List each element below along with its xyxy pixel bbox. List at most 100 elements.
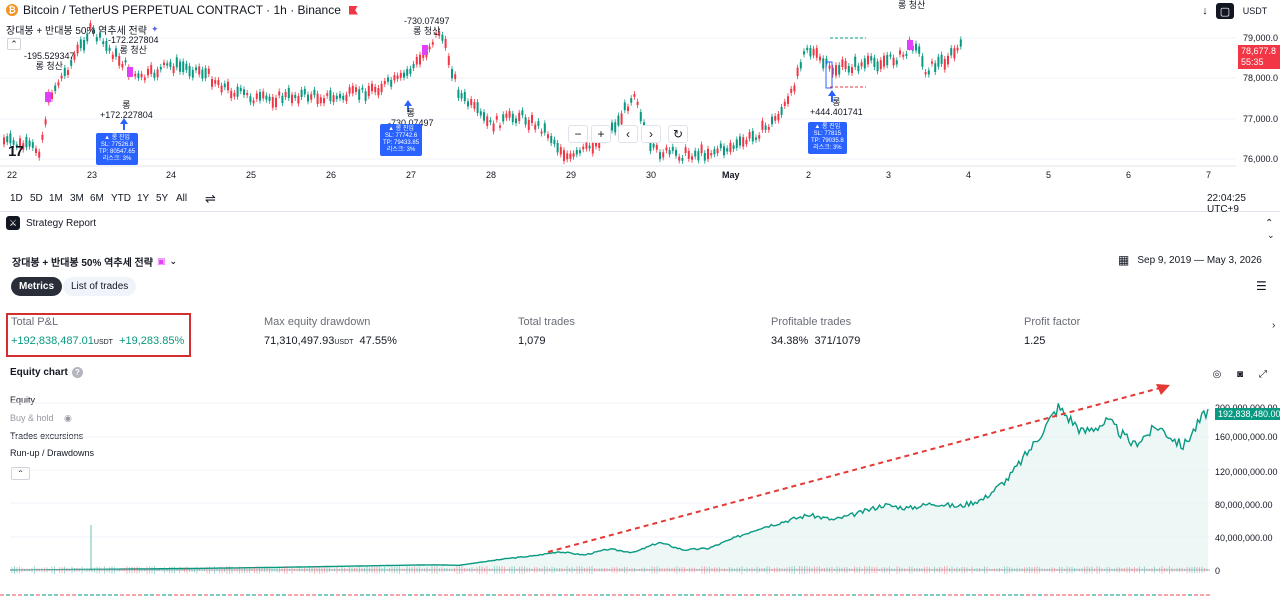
chevron-down-icon[interactable]: ⌄ — [1267, 230, 1275, 240]
target-icon[interactable]: ◎ — [1212, 368, 1222, 380]
candle-body — [934, 63, 937, 72]
trade-strip — [786, 594, 790, 596]
chevron-right-icon[interactable]: › — [1272, 320, 1276, 331]
total-pnl-value: +192,838,487.01USDT +19,283.85% — [11, 335, 185, 347]
camera-icon[interactable]: ◙ — [1236, 368, 1244, 380]
chevron-down-icon[interactable]: ⌄ — [169, 256, 178, 266]
x-axis-label: 27 — [406, 170, 417, 180]
menu-icon[interactable]: ☰ — [1256, 279, 1267, 293]
candle-body — [67, 70, 69, 76]
sparkle-icon[interactable]: ✦ — [150, 24, 159, 34]
candle-body — [719, 143, 722, 149]
range-ytd[interactable]: YTD — [111, 193, 131, 204]
candle-body — [438, 31, 441, 36]
candle-body — [111, 54, 114, 59]
x-axis-label: May — [722, 170, 740, 180]
trade-strip — [714, 594, 718, 596]
trade-strip — [258, 594, 262, 596]
trade-annotation: 롱 -730.07497 — [388, 108, 434, 128]
candle-body — [617, 115, 620, 126]
reset-chart-button[interactable]: ↻ — [668, 125, 688, 143]
strategy-selector[interactable]: 장대봉 + 반대봉 50% 역추세 전략 ▣ ⌄ — [12, 254, 177, 269]
currency-selector[interactable]: USDT — [1242, 6, 1268, 16]
date-range-icon[interactable]: ⇌ — [205, 191, 216, 206]
x-axis-label: 5 — [1046, 170, 1052, 180]
trade-strip — [1158, 594, 1162, 596]
price-chart[interactable]: ₿ Bitcoin / TetherUS PERPETUAL CONTRACT … — [0, 0, 1280, 186]
legend-trades-excursions[interactable]: Trades excursions — [10, 431, 84, 441]
legend-buy-hold[interactable]: Buy & hold ◉ — [10, 413, 72, 423]
candlestick-area[interactable] — [0, 0, 1280, 186]
trade-strip — [30, 594, 34, 596]
last-price: 78,677.8 — [1241, 46, 1277, 56]
scroll-right-button[interactable]: › — [641, 125, 661, 143]
strategy-legend[interactable]: 장대봉 + 반대봉 50% 역추세 전략 ✦ — [6, 22, 159, 37]
trade-strip — [870, 594, 874, 596]
range-all[interactable]: All — [176, 193, 188, 204]
candle-body — [105, 41, 108, 51]
trade-strip — [126, 594, 130, 596]
trade-strip — [630, 594, 634, 596]
trade-strip — [606, 594, 610, 596]
trade-strip — [762, 594, 766, 596]
range-6m[interactable]: 6M — [90, 193, 104, 204]
candle-body — [351, 85, 354, 94]
symbol-name[interactable]: Bitcoin / TetherUS PERPETUAL CONTRACT · … — [23, 3, 341, 17]
candle-body — [921, 56, 924, 67]
legend-runup-drawdowns[interactable]: Run-up / Drawdowns — [10, 448, 95, 458]
scroll-left-button[interactable]: ‹ — [618, 125, 638, 143]
zoom-out-button[interactable]: − — [568, 125, 588, 143]
help-icon[interactable]: ? — [71, 367, 83, 378]
candle-body — [959, 39, 962, 47]
range-1d[interactable]: 1D — [10, 193, 23, 204]
candle-body — [870, 56, 873, 61]
candle-body — [665, 147, 668, 151]
candle-body — [92, 27, 95, 34]
trade-strip — [876, 594, 880, 596]
equity-area — [10, 403, 1208, 570]
range-1m[interactable]: 1M — [49, 193, 63, 204]
date-range-selector[interactable]: ▦ Sep 9, 2019 — May 3, 2026 — [1118, 253, 1262, 267]
chevron-up-icon[interactable]: ⌃ — [1265, 218, 1274, 229]
candle-body — [505, 113, 508, 118]
collapse-legend-button[interactable]: ⌃ — [7, 38, 21, 50]
candle-body — [406, 69, 409, 76]
candle-body — [927, 70, 930, 75]
range-5d[interactable]: 5D — [30, 193, 43, 204]
trade-annotation: -730.07497 롱 청산 — [404, 16, 450, 36]
trade-strip — [996, 594, 1000, 596]
candle-body — [460, 93, 463, 99]
candle-body — [284, 91, 287, 98]
candle-body — [591, 142, 594, 154]
collapse-legend-button[interactable]: ⌃ — [11, 467, 30, 480]
tab-metrics[interactable]: Metrics — [11, 277, 63, 296]
tab-list-of-trades[interactable]: List of trades — [63, 277, 137, 296]
flag-icon[interactable] — [348, 5, 358, 15]
settings-icon[interactable]: ▢ — [1216, 3, 1234, 19]
candle-body — [348, 87, 351, 94]
legend-equity[interactable]: Equity — [10, 395, 36, 405]
y-axis-label: 77,000.0 — [1243, 114, 1279, 124]
candle-body — [195, 67, 197, 71]
equity-chart[interactable] — [0, 370, 1212, 600]
download-icon[interactable]: ↓ — [1202, 5, 1208, 17]
trade-strip — [414, 594, 418, 596]
range-1y[interactable]: 1Y — [137, 193, 150, 204]
candle-body — [527, 119, 530, 130]
trade-strip — [852, 594, 856, 596]
zoom-in-button[interactable]: + — [591, 125, 611, 143]
candle-body — [697, 151, 700, 161]
tradingview-logo[interactable]: 17 — [8, 143, 24, 160]
range-3m[interactable]: 3M — [70, 193, 84, 204]
trade-strip — [108, 594, 112, 596]
eye-hidden-icon[interactable]: ◉ — [64, 413, 72, 423]
range-5y[interactable]: 5Y — [156, 193, 169, 204]
trade-strip — [1068, 594, 1072, 596]
candle-body — [307, 94, 309, 102]
fullscreen-icon[interactable]: ⤢ — [1259, 368, 1267, 380]
candle-body — [185, 63, 188, 71]
clock-time[interactable]: 22:04:25 UTC+9 — [1207, 193, 1246, 215]
candle-body — [297, 96, 300, 104]
candle-body — [339, 93, 341, 99]
strategy-report-icon: ⚔ — [6, 216, 20, 230]
